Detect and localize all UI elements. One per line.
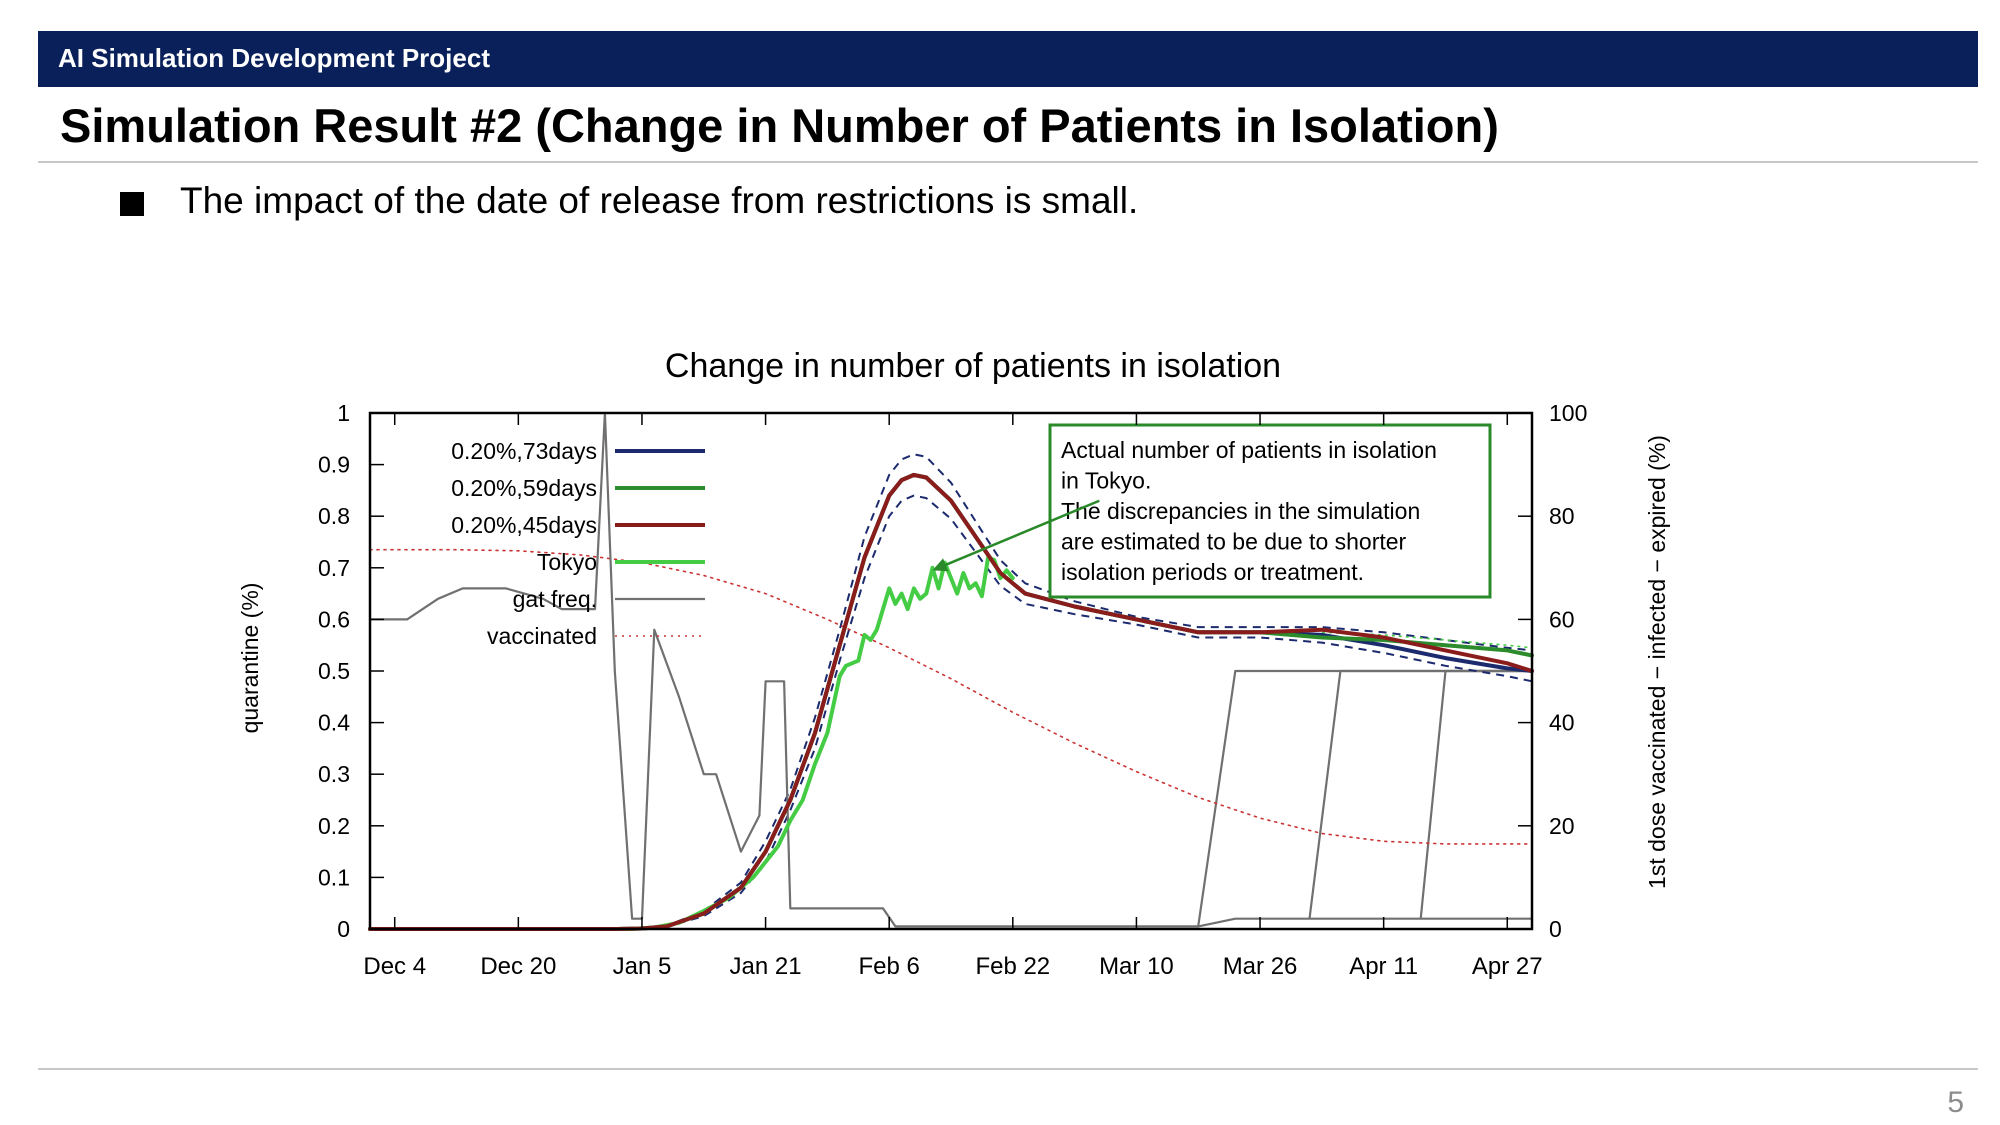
extra-line-3 <box>1419 669 1532 919</box>
footer-divider <box>38 1068 1978 1070</box>
y2-axis-label: 1st dose vaccinated − infected − expired… <box>1644 435 1670 889</box>
x-tick-label: Feb 22 <box>975 953 1050 980</box>
y2-tick-label: 60 <box>1549 606 1575 632</box>
x-tick-label: Dec 20 <box>480 953 556 980</box>
x-tick-label: Feb 6 <box>859 953 920 980</box>
y-tick-label: 0.4 <box>318 710 350 736</box>
y-tick-label: 0 <box>337 916 350 942</box>
series-line-0-20-45days <box>368 472 1534 931</box>
legend-label-0-20-73days: 0.20%,73days <box>451 438 597 464</box>
x-tick-label: Jan 5 <box>613 953 672 980</box>
annotation-text: Actual number of patients in isolation <box>1061 437 1437 463</box>
chart-title: Change in number of patients in isolatio… <box>665 347 1281 385</box>
x-tick-label: Mar 26 <box>1223 953 1298 980</box>
y-tick-label: 1 <box>337 400 350 426</box>
annotation-arrow-shaft <box>939 499 1100 569</box>
legend-label-gat-freq: gat freq. <box>513 586 597 612</box>
extra-line-1 <box>1197 669 1532 927</box>
x-tick-label: Apr 11 <box>1349 953 1418 980</box>
page-number: 5 <box>1947 1086 1964 1119</box>
legend-label-0-20-45days: 0.20%,45days <box>451 512 597 538</box>
bullet-text: The impact of the date of release from r… <box>180 180 1139 221</box>
y-tick-label: 0.1 <box>318 864 350 890</box>
y-tick-label: 0.9 <box>318 452 350 478</box>
y-tick-label: 0.5 <box>318 658 350 684</box>
x-tick-label: Mar 10 <box>1099 953 1174 980</box>
y2-tick-label: 80 <box>1549 503 1575 529</box>
page-title: Simulation Result #2 (Change in Number o… <box>60 99 1499 152</box>
annotation-text: The discrepancies in the simulation <box>1061 498 1420 524</box>
series-line-tokyo <box>368 555 1015 931</box>
y-tick-label: 0.8 <box>318 503 350 529</box>
extra-line-2 <box>1308 669 1532 919</box>
x-tick-label: Dec 4 <box>363 953 426 980</box>
annotation-text: isolation periods or treatment. <box>1061 559 1364 585</box>
annotation-text: are estimated to be due to shorter <box>1061 529 1407 555</box>
y2-tick-label: 40 <box>1549 710 1575 736</box>
header-bar: AI Simulation Development Project <box>38 31 1978 87</box>
annotation-arrow-head <box>932 558 949 572</box>
series-line-gat-freq <box>368 411 1534 928</box>
bullet-square-icon <box>120 192 144 216</box>
y-axis-label: quarantine (%) <box>237 583 263 734</box>
y-tick-label: 0.6 <box>318 606 350 632</box>
series-line-vaccinated <box>369 548 1533 845</box>
y-tick-label: 0.3 <box>318 761 350 787</box>
plot-frame <box>368 411 1534 931</box>
project-name: AI Simulation Development Project <box>58 43 490 73</box>
y2-tick-label: 0 <box>1549 916 1562 942</box>
title-divider <box>38 161 1978 163</box>
x-tick-label: Apr 27 <box>1472 953 1543 980</box>
x-tick-label: Jan 21 <box>730 953 802 980</box>
legend-label-vaccinated: vaccinated <box>487 623 597 649</box>
legend-label-0-20-59days: 0.20%,59days <box>451 475 597 501</box>
extra-line-5 <box>370 494 1533 930</box>
y2-tick-label: 100 <box>1549 400 1587 426</box>
y-tick-label: 0.7 <box>318 555 350 581</box>
y2-tick-label: 20 <box>1549 813 1575 839</box>
legend-label-tokyo: Tokyo <box>537 549 597 575</box>
extra-line-4 <box>370 453 1533 930</box>
annotation-box <box>1048 423 1492 599</box>
y-tick-label: 0.2 <box>318 813 350 839</box>
annotation-text: in Tokyo. <box>1061 468 1151 494</box>
